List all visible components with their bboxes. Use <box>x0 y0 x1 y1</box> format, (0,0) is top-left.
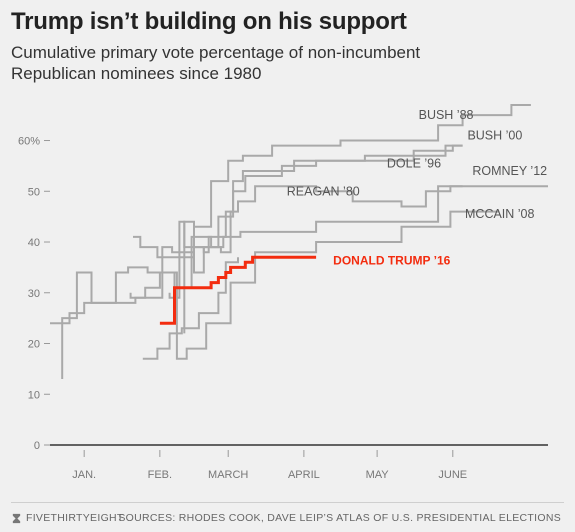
x-tick-label: FEB. <box>148 469 172 481</box>
source-note: SOURCES: RHODES COOK, DAVE LEIP’S ATLAS … <box>118 512 561 524</box>
y-tick-label: 40 <box>28 237 40 249</box>
x-tick-label: JUNE <box>438 469 467 481</box>
series-lines <box>50 104 548 379</box>
brand-name: FIVETHIRTYEIGHT <box>26 512 124 524</box>
series-label: DOLE ’96 <box>387 156 441 170</box>
series-labels: BUSH ’88 BUSH ’00 DOLE ’96 ROMNEY ’12 REAGAN… <box>287 108 547 267</box>
y-tick-label: 30 <box>28 288 40 300</box>
x-tick-label: APRIL <box>288 469 320 481</box>
y-tick-label: 60% <box>18 136 40 148</box>
chart-title: Trump isn’t building on his support <box>11 8 407 35</box>
subtitle-line-1: Cumulative primary vote percentage of no… <box>11 43 421 62</box>
series-label: REAGAN ’80 <box>287 184 360 198</box>
y-axis: 0 10 20 30 40 50 60% <box>18 136 50 452</box>
series-line-highlight <box>159 255 317 325</box>
series-label: MCCAIN ’08 <box>465 207 535 221</box>
series-label: BUSH ’00 <box>467 128 522 142</box>
x-tick-label: JAN. <box>72 469 96 481</box>
series-line <box>133 104 531 259</box>
chart-subtitle: Cumulative primary vote percentage of no… <box>11 42 551 84</box>
y-tick-label: 10 <box>28 389 40 401</box>
brand: FIVETHIRTYEIGHT <box>11 512 124 524</box>
series-line <box>183 185 463 334</box>
x-axis: JAN. FEB. MARCH APRIL MAY JUNE <box>72 450 467 481</box>
y-tick-label: 20 <box>28 339 40 351</box>
x-tick-label: MARCH <box>208 469 248 481</box>
subtitle-line-2: Republican nominees since 1980 <box>11 64 262 83</box>
footer-divider <box>11 502 564 503</box>
fivethirtyeight-logo-icon <box>12 513 21 523</box>
series-line <box>168 144 463 299</box>
series-label-highlight: DONALD TRUMP ’16 <box>333 253 450 267</box>
series-line <box>50 210 500 360</box>
y-tick-label: 50 <box>28 186 40 198</box>
series-line <box>129 144 463 299</box>
series-label: BUSH ’88 <box>419 108 474 122</box>
y-tick-label: 0 <box>34 440 40 452</box>
series-label: ROMNEY ’12 <box>472 164 547 178</box>
x-tick-label: MAY <box>366 469 390 481</box>
